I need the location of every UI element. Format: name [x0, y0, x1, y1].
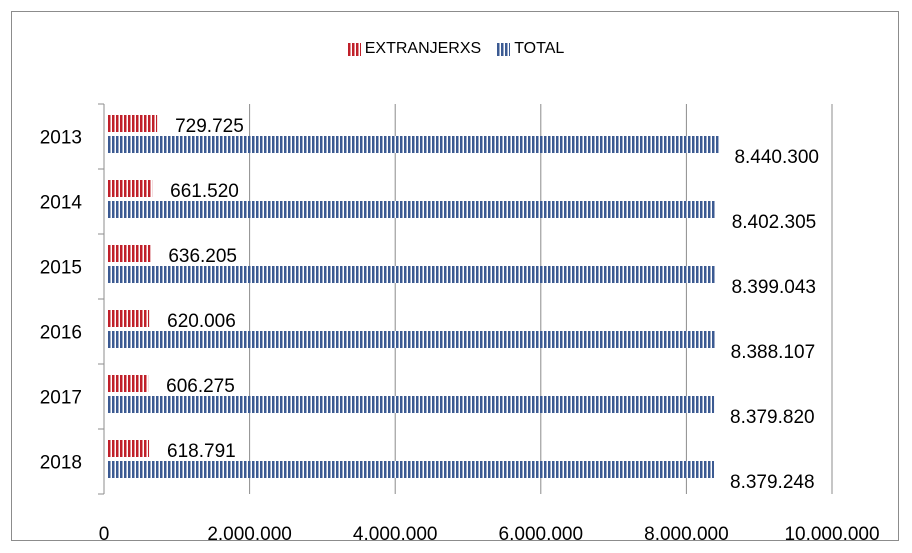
data-label-total: 8.379.248	[730, 472, 815, 493]
data-label-extranjerxs: 618.791	[167, 441, 236, 462]
data-label-extranjerxs: 606.275	[166, 376, 235, 397]
y-category-label: 2015	[40, 258, 82, 279]
bar-extranjerxs-2014	[107, 180, 153, 197]
data-label-extranjerxs: 620.006	[167, 311, 236, 332]
x-tick-label: 2.000.000	[207, 524, 292, 545]
data-label-extranjerxs: 636.205	[168, 246, 237, 267]
data-label-total: 8.402.305	[732, 212, 817, 233]
data-label-total: 8.399.043	[731, 277, 816, 298]
legend-label: EXTRANJERXS	[364, 40, 482, 57]
bar-total-2015	[107, 266, 716, 283]
legend-item-extranjerxs: EXTRANJERXS	[347, 40, 482, 58]
x-tick-label: 8.000.000	[644, 524, 729, 545]
x-tick-label: 6.000.000	[499, 524, 584, 545]
y-category-label: 2018	[40, 453, 82, 474]
bar-extranjerxs-2017	[107, 375, 149, 392]
legend-label: TOTAL	[514, 40, 565, 57]
x-tick-label: 10.000.000	[784, 524, 879, 545]
legend-swatch	[497, 42, 511, 56]
data-label-total: 8.388.107	[731, 342, 816, 363]
bar-extranjerxs-2016	[107, 310, 150, 327]
y-category-label: 2017	[40, 388, 82, 409]
data-label-extranjerxs: 729.725	[175, 116, 244, 137]
y-category-label: 2013	[40, 128, 82, 149]
legend-item-total: TOTAL	[497, 40, 564, 58]
legend: EXTRANJERXS TOTAL	[0, 40, 912, 58]
bar-extranjerxs-2018	[107, 440, 150, 457]
y-category-label: 2016	[40, 323, 82, 344]
x-tick-label: 4.000.000	[353, 524, 438, 545]
bar-total-2016	[107, 331, 715, 348]
bar-extranjerxs-2015	[107, 245, 151, 262]
x-tick-label: 0	[99, 524, 110, 545]
bar-extranjerxs-2013	[107, 115, 158, 132]
bar-total-2018	[107, 461, 715, 478]
legend-swatch	[347, 42, 361, 56]
bar-total-2017	[107, 396, 715, 413]
data-label-total: 8.379.820	[730, 407, 815, 428]
data-label-total: 8.440.300	[734, 147, 819, 168]
bar-total-2013	[107, 136, 719, 153]
data-label-extranjerxs: 661.520	[170, 181, 239, 202]
y-category-label: 2014	[40, 193, 83, 214]
bar-total-2014	[107, 201, 716, 218]
